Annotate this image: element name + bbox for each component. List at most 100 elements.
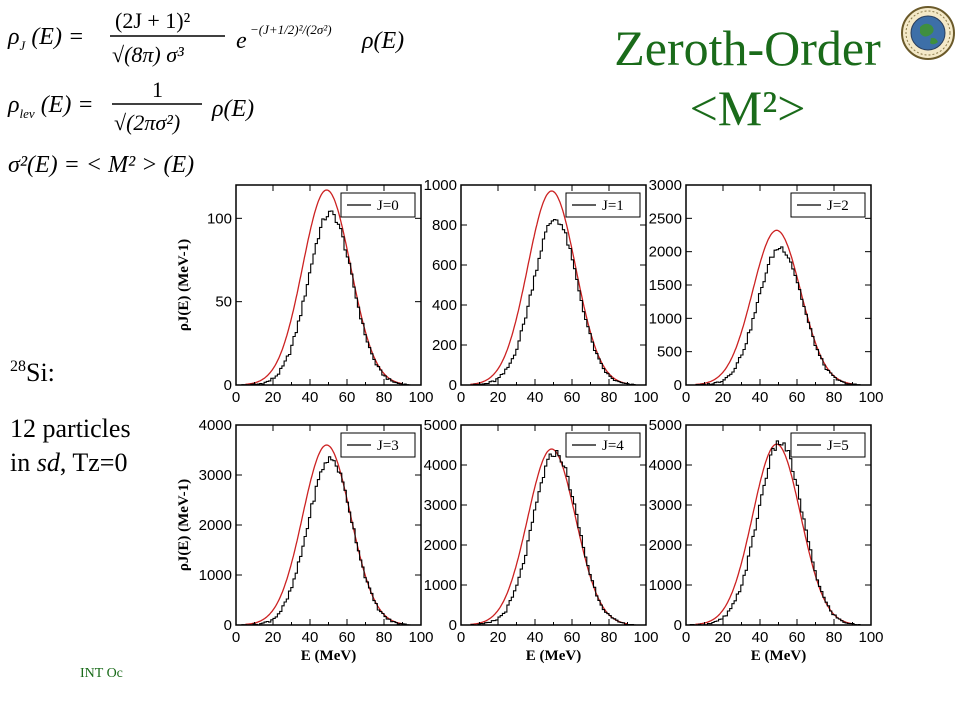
x-tick-label: 40: [527, 389, 544, 406]
y-tick-label: 4000: [199, 417, 232, 434]
chart-panel-0: 0 20 40 60 80 100 0 50 100 J=0 ρJ(E) (MeV-1): [176, 184, 434, 406]
histogram-series: [464, 219, 636, 385]
formula-rho-j-numerator: (2J + 1)²: [115, 8, 191, 33]
histogram-series: [689, 440, 861, 625]
x-axis-label: E (MeV): [526, 648, 581, 664]
x-tick-label: 0: [457, 629, 465, 646]
y-tick-label: 2000: [199, 517, 232, 534]
x-tick-label: 80: [601, 629, 618, 646]
y-tick-label: 0: [449, 617, 457, 634]
formula-rho-lev-rho: ρ(E): [211, 96, 254, 122]
y-tick-label: 1000: [649, 577, 682, 594]
model-curve: [245, 444, 403, 625]
x-tick-label: 100: [858, 389, 883, 406]
formula-rho-lev-numerator: 1: [152, 77, 163, 102]
formula-rho-j-denominator: √(8π) σ³: [112, 42, 184, 67]
y-tick-label: 3000: [649, 497, 682, 514]
nsf-logo-icon: [901, 6, 955, 60]
formula-rho-lev-lhs: ρlev (E) =: [7, 92, 94, 121]
model-curve: [695, 229, 853, 385]
y-tick-label: 0: [449, 377, 457, 394]
y-tick-label: 2500: [649, 210, 682, 227]
formula-rho-j: ρJ (E) = (2J + 1)² √(8π) σ³ e −(J+1/2)²/…: [7, 8, 404, 67]
y-tick-label: 3000: [199, 467, 232, 484]
page-title: Zeroth-Order <M²>: [565, 18, 930, 138]
x-tick-label: 80: [376, 629, 393, 646]
x-tick-label: 40: [302, 629, 319, 646]
x-tick-label: 80: [826, 389, 843, 406]
x-axis-label: E (MeV): [751, 648, 806, 664]
formula-sigma: σ²(E) = < M² > (E): [8, 152, 194, 178]
y-tick-label: 400: [432, 297, 457, 314]
legend-label: J=1: [602, 198, 624, 214]
legend-label: J=3: [377, 438, 399, 454]
formula-rho-j-exp-base: e: [236, 28, 247, 54]
x-tick-label: 60: [339, 629, 356, 646]
y-tick-label: 4000: [424, 457, 457, 474]
particles-line-2: in sd, Tz=0: [10, 448, 128, 477]
x-tick-label: 60: [789, 629, 806, 646]
formula-rho-j-rho: ρ(E): [361, 28, 404, 54]
histogram-series: [689, 246, 861, 385]
x-tick-label: 20: [490, 389, 507, 406]
legend-label: J=5: [827, 438, 849, 454]
model-curve: [245, 189, 403, 385]
y-tick-label: 3000: [649, 177, 682, 194]
x-tick-label: 60: [339, 389, 356, 406]
nucleus-description: 28Si: 12 particles in sd, Tz=0: [10, 350, 131, 480]
x-tick-label: 60: [564, 629, 581, 646]
x-tick-label: 40: [527, 629, 544, 646]
y-tick-label: 0: [674, 377, 682, 394]
formula-rho-lev: ρlev (E) = 1 √(2πσ²) ρ(E): [7, 77, 254, 135]
y-tick-label: 100: [207, 210, 232, 227]
footer-text: INT Oc: [80, 666, 123, 681]
x-tick-label: 100: [633, 629, 658, 646]
y-tick-label: 2000: [424, 537, 457, 554]
model-curve: [695, 443, 853, 625]
x-tick-label: 80: [376, 389, 393, 406]
x-tick-label: 40: [752, 629, 769, 646]
legend-label: J=4: [602, 438, 624, 454]
histogram-series: [239, 456, 411, 625]
legend-label: J=0: [377, 198, 399, 214]
y-tick-label: 800: [432, 217, 457, 234]
x-tick-label: 0: [682, 629, 690, 646]
x-tick-label: 100: [858, 629, 883, 646]
y-tick-label: 1000: [424, 177, 457, 194]
nucleus-mass-number: 28: [10, 358, 26, 375]
x-tick-label: 80: [826, 629, 843, 646]
page-title-line1: Zeroth-Order: [614, 20, 881, 76]
x-tick-label: 20: [265, 629, 282, 646]
y-tick-label: 600: [432, 257, 457, 274]
x-tick-label: 0: [232, 629, 240, 646]
x-tick-label: 100: [408, 629, 433, 646]
y-axis-label: ρJ(E) (MeV-1): [176, 479, 192, 571]
y-axis-label: ρJ(E) (MeV-1): [176, 239, 192, 331]
shell-name: sd: [36, 448, 60, 477]
histogram-series: [239, 210, 411, 385]
y-tick-label: 2000: [649, 537, 682, 554]
page-title-line2: <M²>: [689, 80, 806, 136]
x-tick-label: 20: [715, 389, 732, 406]
y-tick-label: 500: [657, 344, 682, 361]
y-tick-label: 5000: [424, 417, 457, 434]
x-tick-label: 100: [633, 389, 658, 406]
x-tick-label: 20: [490, 629, 507, 646]
x-tick-label: 0: [457, 389, 465, 406]
y-tick-label: 2000: [649, 244, 682, 261]
y-tick-label: 0: [224, 617, 232, 634]
y-tick-label: 5000: [649, 417, 682, 434]
x-tick-label: 60: [789, 389, 806, 406]
y-tick-label: 3000: [424, 497, 457, 514]
y-tick-label: 1500: [649, 277, 682, 294]
histogram-series: [464, 450, 636, 625]
y-tick-label: 1000: [649, 310, 682, 327]
particles-line-1: 12 particles: [10, 414, 131, 443]
x-tick-label: 80: [601, 389, 618, 406]
